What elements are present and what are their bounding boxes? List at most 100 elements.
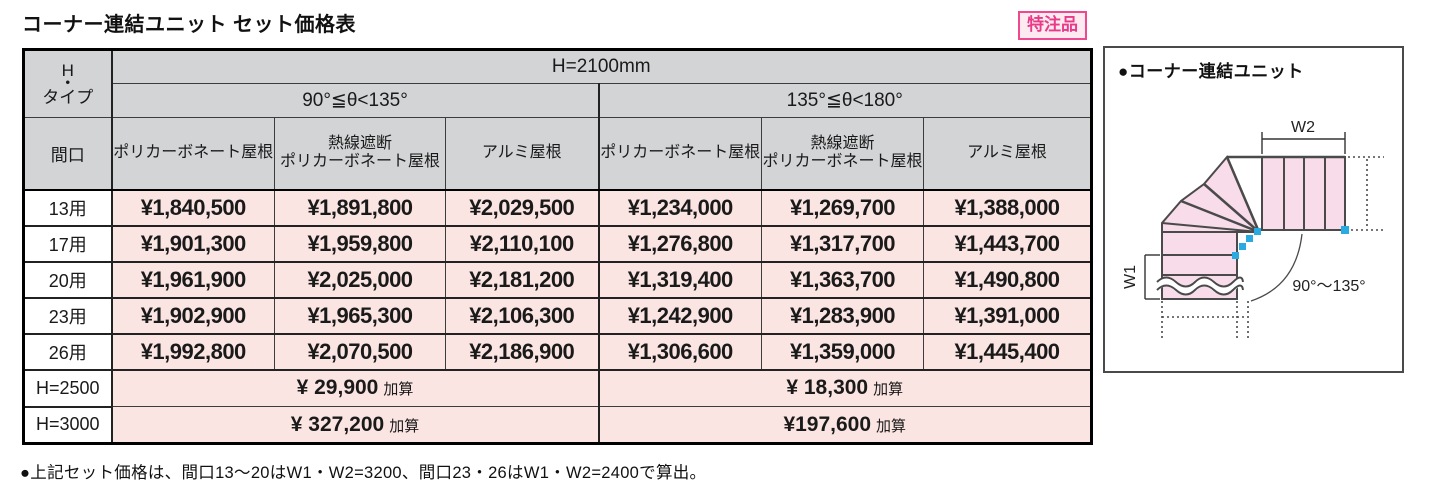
table-row: 17用 ¥1,901,300 ¥1,959,800 ¥2,110,100 ¥1,… [23,225,1092,263]
roof-col-alumi-2: アルミ屋根 [923,117,1092,191]
price-cell: ¥1,388,000 [923,189,1092,227]
roof-col-poly-2: ポリカーボネート屋根 [597,117,762,191]
price-cell: ¥1,891,800 [274,189,446,227]
surcharge-row: H=2500 ¥ 29,900 加算 ¥ 18,300 加算 [23,369,1092,408]
corner-header-h-type: H ・ タイプ [23,49,113,118]
surcharge-suffix: 加算 [389,417,420,435]
price-cell: ¥1,319,400 [597,261,762,299]
price-cell: ¥1,234,000 [597,189,762,227]
break-line-mask [1153,277,1248,295]
row-label: H=2500 [23,369,113,408]
surcharge-amount: ¥ 18,300 [786,376,869,400]
angle-label: 90°〜135° [1292,278,1365,295]
price-cell: ¥1,359,000 [761,333,924,371]
corner-header-line3: タイプ [42,88,94,107]
fan-rafter [1225,156,1261,233]
footnote: ●上記セット価格は、間口13〜20はW1・W2=3200、間口23・26はW1・… [20,464,707,482]
roof-col-heat-poly-2: 熱線遮断 ポリカーボネート屋根 [761,117,924,191]
roof-col-label: ポリカーボネート屋根 [279,153,440,171]
row-label: 26用 [23,333,113,371]
w1-label: W1 [1122,265,1139,289]
angle-arc [1250,233,1303,302]
price-cell: ¥1,965,300 [274,297,446,335]
connection-marker [1341,226,1349,234]
angle-group-1: 90°≦θ<135° [111,83,599,118]
price-cell: ¥1,992,800 [111,333,275,371]
row-label: 13用 [23,189,113,227]
roof-col-label: アルミ屋根 [481,144,562,162]
price-cell: ¥1,363,700 [761,261,924,299]
corner-unit-diagram-panel: ●コーナー連結ユニット W2 W1 [1103,46,1404,373]
connection-marker [1254,228,1261,235]
surcharge-amount: ¥197,600 [783,412,872,436]
row-label: 23用 [23,297,113,335]
roof-col-label: 熱線遮断 [327,135,392,153]
price-cell: ¥1,902,900 [111,297,275,335]
roof-col-heat-poly: 熱線遮断 ポリカーボネート屋根 [274,117,446,191]
price-cell: ¥1,490,800 [923,261,1092,299]
price-cell: ¥1,317,700 [761,225,924,263]
surcharge-amount: ¥ 327,200 [290,412,385,436]
surcharge-cell: ¥ 327,200 加算 [111,406,599,444]
price-cell: ¥2,186,900 [445,333,599,371]
price-cell: ¥2,029,500 [445,189,599,227]
surcharge-cell: ¥ 29,900 加算 [111,369,599,407]
dotted-lines [1161,156,1384,338]
price-cell: ¥1,306,600 [597,333,762,371]
price-cell: ¥1,391,000 [923,297,1092,335]
connection-marker [1232,252,1239,259]
page-title: コーナー連結ユニット セット価格表 [22,14,357,36]
table-row: 13用 ¥1,840,500 ¥1,891,800 ¥2,029,500 ¥1,… [23,189,1092,227]
price-cell: ¥1,283,900 [761,297,924,335]
corner-header-line2: ・ [59,74,77,93]
price-cell: ¥1,242,900 [597,297,762,335]
price-cell: ¥2,110,100 [445,225,599,263]
table-row: 26用 ¥1,992,800 ¥2,070,500 ¥2,186,900 ¥1,… [23,333,1092,371]
corner-header-line1: H [61,61,74,80]
fan-rafter [1161,222,1260,233]
special-order-badge: 特注品 [1018,11,1087,40]
price-cell: ¥2,025,000 [274,261,446,299]
price-cell: ¥1,276,800 [597,225,762,263]
angle-group-2: 135°≦θ<180° [597,83,1092,118]
diagram-title: ●コーナー連結ユニット [1118,62,1304,81]
price-cell: ¥1,901,300 [111,225,275,263]
maguchi-header: 間口 [23,117,113,191]
connection-markers [1232,226,1349,259]
table-row: 20用 ¥1,961,900 ¥2,025,000 ¥2,181,200 ¥1,… [23,261,1092,299]
break-line [1156,276,1244,288]
price-cell: ¥1,445,400 [923,333,1092,371]
roof-col-label: アルミ屋根 [967,144,1047,162]
surcharge-cell: ¥ 18,300 加算 [597,369,1092,407]
surcharge-amount: ¥ 29,900 [296,376,379,400]
price-cell: ¥2,070,500 [274,333,446,371]
table-row: 23用 ¥1,902,900 ¥1,965,300 ¥2,106,300 ¥1,… [23,297,1092,335]
fan-rafter [1180,199,1260,234]
surcharge-row: H=3000 ¥ 327,200 加算 ¥197,600 加算 [23,406,1092,445]
price-cell: ¥1,961,900 [111,261,275,299]
roof-col-label: ポリカーボネート屋根 [762,153,923,171]
roof-col-poly: ポリカーボネート屋根 [111,117,275,191]
price-cell: ¥1,840,500 [111,189,275,227]
price-cell: ¥2,106,300 [445,297,599,335]
roof-col-alumi: アルミ屋根 [445,117,599,191]
connection-marker [1239,243,1246,250]
w2-label: W2 [1291,119,1315,136]
corner-unit-diagram: W2 W1 90°〜135° [1122,119,1384,338]
surcharge-cell: ¥197,600 加算 [597,406,1092,444]
surcharge-suffix: 加算 [383,381,414,399]
price-cell: ¥1,443,700 [923,225,1092,263]
roof-col-label: ポリカーボネート屋根 [113,144,274,162]
fan-rafter [1203,183,1260,233]
roof-col-label: ポリカーボネート屋根 [600,144,761,162]
row-label: 20用 [23,261,113,299]
roof-col-label: 熱線遮断 [810,135,875,153]
row-label: 17用 [23,225,113,263]
surcharge-suffix: 加算 [873,381,904,399]
price-cell: ¥1,269,700 [761,189,924,227]
row-label: H=3000 [23,406,113,445]
break-line [1156,284,1244,296]
surcharge-suffix: 加算 [876,417,907,435]
price-cell: ¥1,959,800 [274,225,446,263]
connection-marker [1246,235,1253,242]
